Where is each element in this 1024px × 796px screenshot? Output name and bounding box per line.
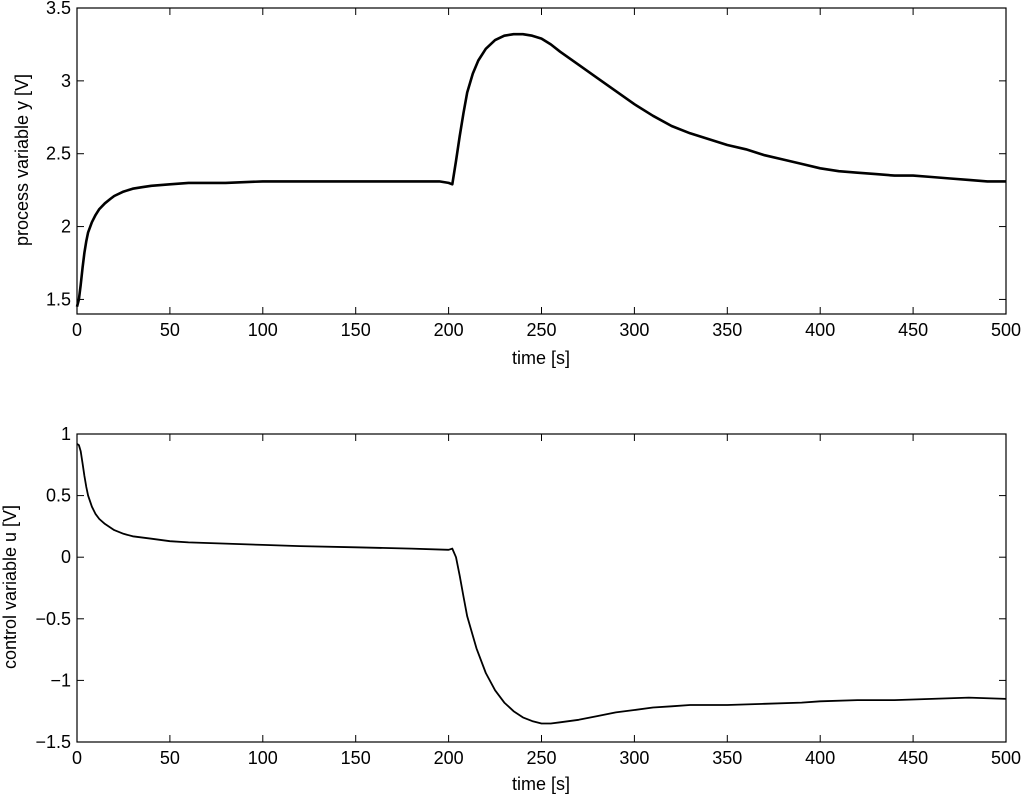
top-x-tick-label: 150 — [341, 320, 371, 340]
top-y-tick-label: 3.5 — [46, 0, 71, 18]
bottom-y-tick-label: 0 — [61, 547, 71, 567]
bottom-x-tick-label: 300 — [619, 748, 649, 768]
bottom-x-tick-label: 0 — [72, 748, 82, 768]
top-x-tick-label: 400 — [805, 320, 835, 340]
bottom-plot-area: 0 50 100 150 200 250 300 350 400 450 500 −1.5 −1 −0.5… — [35, 424, 1021, 768]
top-x-tick-label: 300 — [619, 320, 649, 340]
top-x-tick-label: 350 — [712, 320, 742, 340]
top-x-tick-label: 450 — [898, 320, 928, 340]
top-x-tick-label: 200 — [434, 320, 464, 340]
top-x-tick-label: 100 — [248, 320, 278, 340]
bottom-y-tick-label: 1 — [61, 424, 71, 444]
top-y-tick-label: 2 — [61, 217, 71, 237]
bottom-subplot: 0 50 100 150 200 250 300 350 400 450 500 −1.5 −1 −0.5… — [0, 424, 1021, 794]
bottom-y-tick-label: −1.5 — [35, 732, 71, 752]
bottom-y-tick-label: −1 — [50, 670, 71, 690]
top-x-tick-label: 500 — [991, 320, 1021, 340]
top-subplot: 0 50 100 150 200 250 300 350 400 450 500 1.5 2 2.5 3 3.… — [12, 0, 1021, 368]
top-series-line — [75, 32, 1006, 308]
top-y-tick-label: 3 — [61, 71, 71, 91]
top-y-axis-label: process variable y [V] — [12, 74, 32, 246]
top-y-tick-label: 2.5 — [46, 144, 71, 164]
bottom-x-tick-label: 150 — [341, 748, 371, 768]
bottom-x-tick-label: 50 — [160, 748, 180, 768]
bottom-x-tick-label: 400 — [805, 748, 835, 768]
top-x-axis-label: time [s] — [512, 348, 570, 368]
bottom-y-axis-label: control variable u [V] — [0, 505, 20, 669]
bottom-y-tick-label: 0.5 — [46, 486, 71, 506]
top-plot-area: 0 50 100 150 200 250 300 350 400 450 500 1.5 2 2.5 3 3.… — [46, 0, 1021, 340]
bottom-x-tick-label: 100 — [248, 748, 278, 768]
bottom-x-tick-label: 200 — [434, 748, 464, 768]
bottom-x-tick-label: 450 — [898, 748, 928, 768]
top-x-tick-label: 0 — [72, 320, 82, 340]
bottom-y-tick-label: −0.5 — [35, 609, 71, 629]
bottom-x-tick-label: 250 — [526, 748, 556, 768]
top-x-tick-label: 50 — [160, 320, 180, 340]
top-y-tick-label: 1.5 — [46, 289, 71, 309]
bottom-series-line — [76, 443, 1007, 725]
top-x-tick-label: 250 — [526, 320, 556, 340]
bottom-x-tick-label: 500 — [991, 748, 1021, 768]
bottom-x-tick-label: 350 — [712, 748, 742, 768]
bottom-x-axis-label: time [s] — [512, 774, 570, 794]
